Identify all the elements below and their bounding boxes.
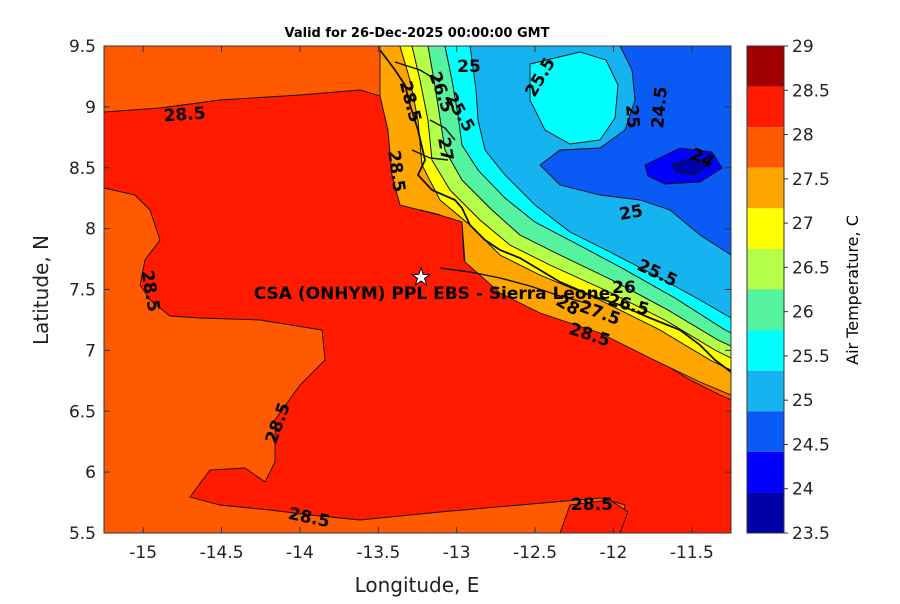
colorbar-band xyxy=(747,208,784,249)
x-tick-label: -13 xyxy=(443,543,471,563)
y-tick-label: 6 xyxy=(85,463,96,483)
colorbar-band xyxy=(747,492,784,533)
y-tick-label: 5.5 xyxy=(69,524,96,544)
colorbar-frame xyxy=(746,45,785,534)
colorbar-tick-label: 25 xyxy=(792,391,814,411)
colorbar-tick-label: 27 xyxy=(792,214,814,234)
y-tick-label: 7.5 xyxy=(69,281,96,301)
contour-label: 24.5 xyxy=(648,86,672,130)
band-25.5-bubble xyxy=(529,51,619,145)
y-axis-label: Latitude, N xyxy=(29,235,53,345)
colorbar-tick-label: 29 xyxy=(792,37,814,57)
band-24.5-25 xyxy=(539,46,731,256)
contour-label: 28.5 xyxy=(163,104,206,127)
colorbar-tick-label: 26.5 xyxy=(792,258,830,278)
colorbar-tick-label: 28 xyxy=(792,126,814,146)
band-23.5-24 xyxy=(671,156,709,176)
figure-title: Valid for 26-Dec-2025 00:00:00 GMT xyxy=(285,26,550,41)
x-axis-label: Longitude, E xyxy=(355,573,480,597)
coastline-islands xyxy=(394,61,591,305)
colorbar-band xyxy=(747,411,784,452)
colorbar-band xyxy=(747,330,784,371)
y-tick-label: 8.5 xyxy=(69,159,96,179)
coastline xyxy=(379,49,731,373)
colorbar-band xyxy=(747,289,784,331)
band-28.5-south xyxy=(559,499,629,533)
map-plot-area xyxy=(104,46,731,533)
colorbar-band xyxy=(747,46,784,87)
colorbar-tick-label: 27.5 xyxy=(792,170,830,190)
y-tick-label: 9.5 xyxy=(69,37,96,57)
y-axis: 5.5 6 6.5 7 7.5 8 8.5 9 9.5 Latitude, N xyxy=(29,37,731,544)
y-tick-label: 9 xyxy=(85,98,96,118)
x-tick-label: -14.5 xyxy=(200,543,244,563)
colorbar-tick-label: 23.5 xyxy=(792,524,830,544)
colorbar-label: Air Temperature, C xyxy=(843,215,862,365)
contour-label: 28.5 xyxy=(571,495,613,515)
colorbar-tick-label: 24 xyxy=(792,480,814,500)
colorbar-band xyxy=(747,127,784,168)
station-label: CSA (ONHYM) PPL EBS - Sierra Leone xyxy=(254,284,611,304)
x-tick-label: -12 xyxy=(600,543,628,563)
colorbar-band xyxy=(747,370,784,412)
x-tick-label: -11.5 xyxy=(670,543,714,563)
x-tick-label: -13.5 xyxy=(356,543,400,563)
y-tick-label: 6.5 xyxy=(69,402,96,422)
y-tick-label: 8 xyxy=(85,220,96,240)
contour-label: 25 xyxy=(457,57,481,77)
colorbar-band xyxy=(747,451,784,493)
colorbar-tick-label: 25.5 xyxy=(792,347,830,367)
x-tick-label: -15 xyxy=(129,543,157,563)
contour-label: 25 xyxy=(618,201,645,225)
colorbar-tick-label: 26 xyxy=(792,303,814,323)
colorbar-tick-label: 28.5 xyxy=(792,81,830,101)
colorbar: 29 28.5 28 27.5 27 26.5 26 25.5 25 24.5 24 23.5 Air… xyxy=(746,37,862,544)
contour-label: 25 xyxy=(621,104,643,129)
x-tick-label: -12.5 xyxy=(513,543,557,563)
x-tick-label: -14 xyxy=(286,543,314,563)
y-tick-label: 7 xyxy=(85,341,96,361)
colorbar-tick-label: 24.5 xyxy=(792,435,830,455)
contour-label: 27 xyxy=(433,136,457,163)
colorbar-band xyxy=(747,248,784,290)
station-star-icon: ★ xyxy=(410,263,432,291)
x-axis: -15 -14.5 -14 -13.5 -13 -12.5 -12 -11.5 Longitu… xyxy=(129,46,714,597)
contour-label: 26 xyxy=(612,278,636,298)
colorbar-band xyxy=(747,167,784,209)
colorbar-band xyxy=(747,86,784,128)
